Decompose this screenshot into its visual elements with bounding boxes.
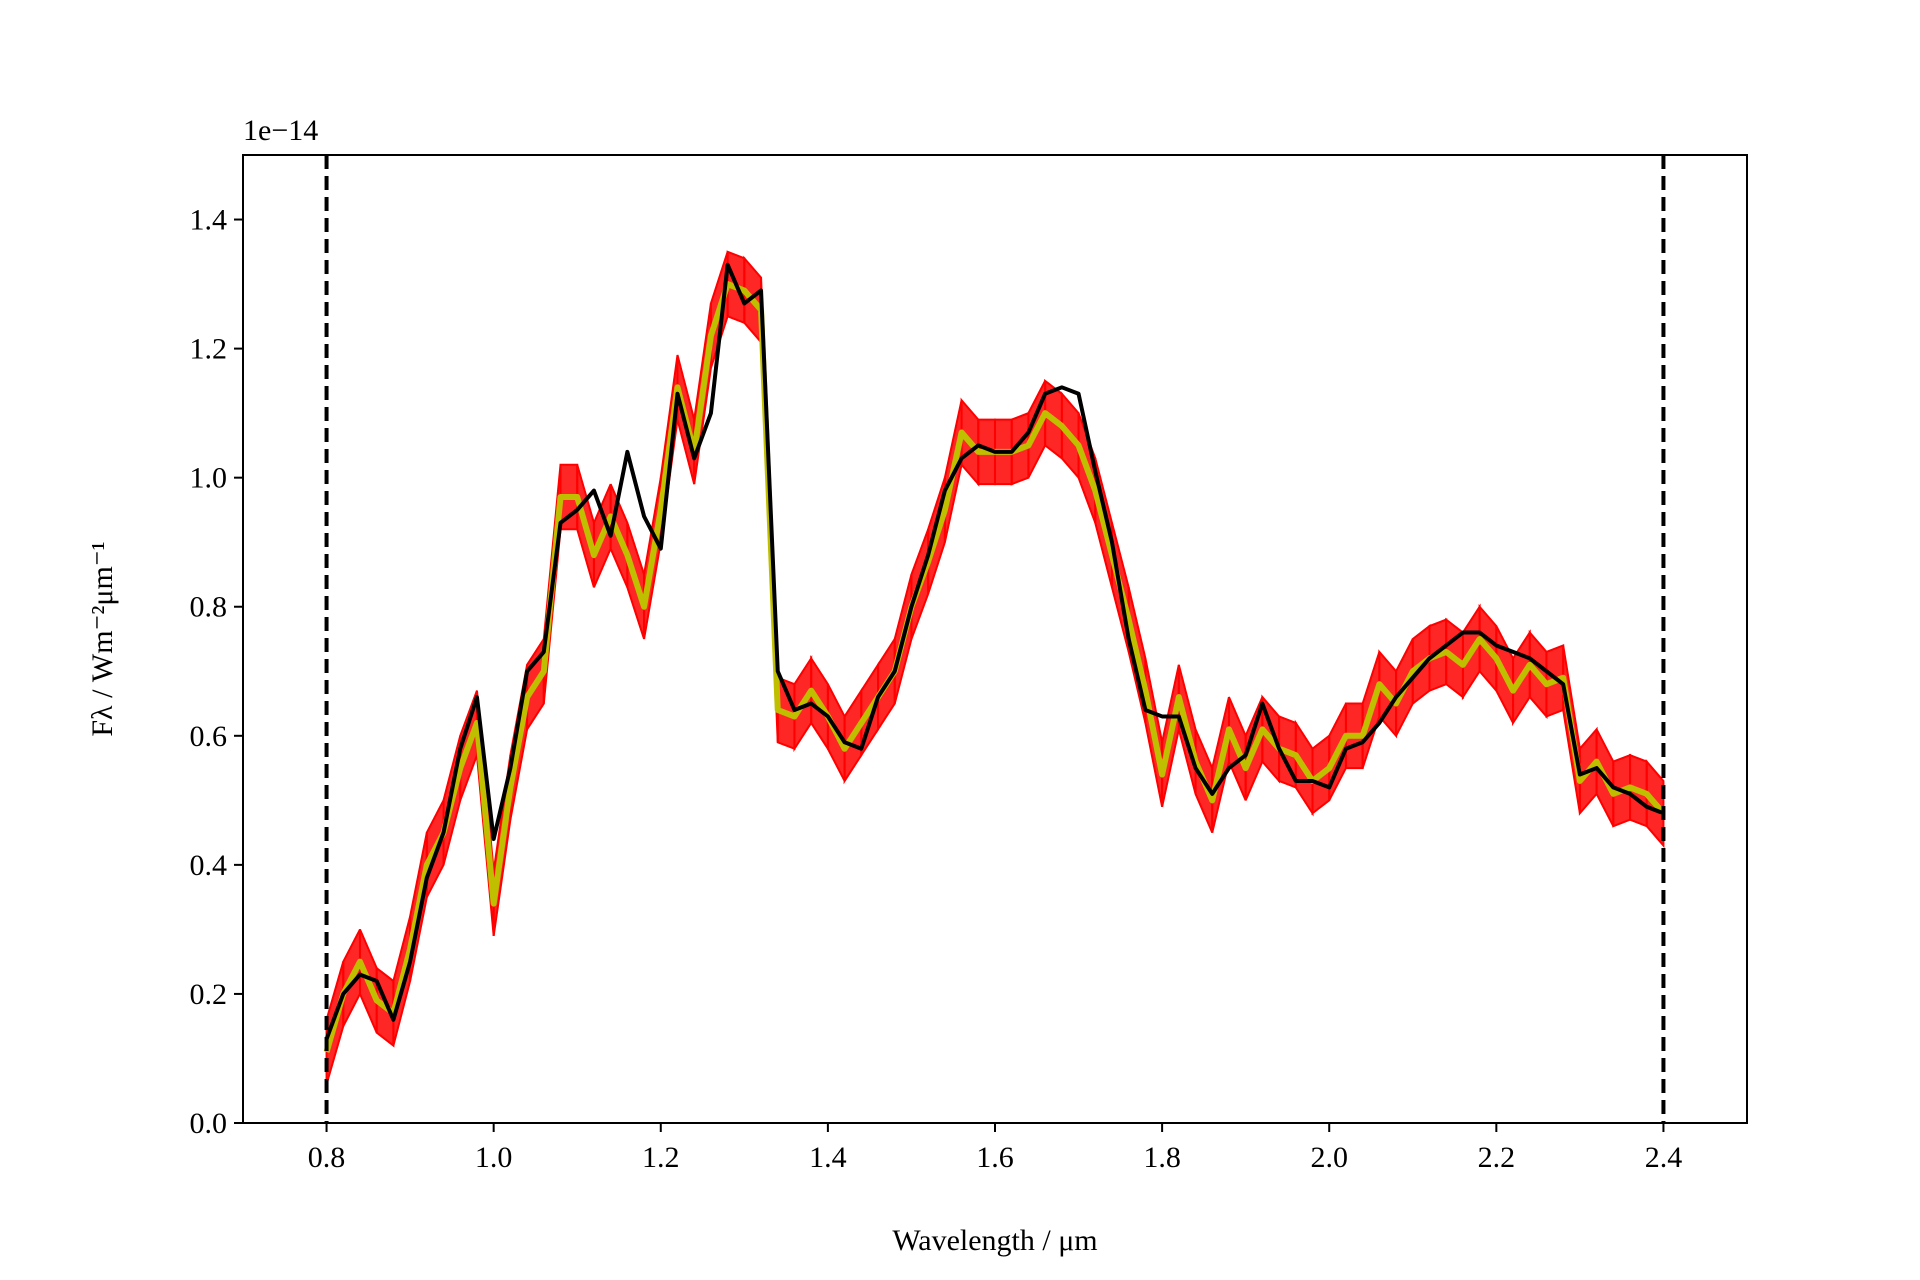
y-tick-label: 0.6	[190, 720, 228, 753]
x-tick-label: 2.4	[1645, 1141, 1683, 1174]
x-tick-label: 1.2	[642, 1141, 680, 1174]
y-tick-label: 1.4	[190, 204, 228, 237]
plot-frame	[242, 154, 1748, 1124]
x-tick-label: 0.8	[308, 1141, 346, 1174]
x-tick-label: 1.6	[976, 1141, 1014, 1174]
y-offset-label: 1e−14	[243, 114, 318, 147]
x-tick-label: 1.0	[475, 1141, 513, 1174]
y-axis-label: Fλ / Wm⁻²μm⁻¹	[86, 541, 119, 736]
y-tick-label: 0.8	[190, 591, 228, 624]
series-line	[324, 262, 1665, 1040]
y-tick-label: 1.2	[190, 333, 228, 366]
x-axis-label: Wavelength / μm	[892, 1224, 1097, 1257]
x-tick-label: 2.2	[1478, 1141, 1516, 1174]
y-tick-label: 0.0	[190, 1107, 228, 1140]
x-tick-label: 2.0	[1310, 1141, 1348, 1174]
x-tick-label: 1.4	[809, 1141, 847, 1174]
y-tick-label: 1.0	[190, 462, 228, 495]
x-tick-label: 1.8	[1143, 1141, 1181, 1174]
y-tick-label: 0.4	[190, 849, 228, 882]
y-tick-label: 0.2	[190, 978, 228, 1011]
